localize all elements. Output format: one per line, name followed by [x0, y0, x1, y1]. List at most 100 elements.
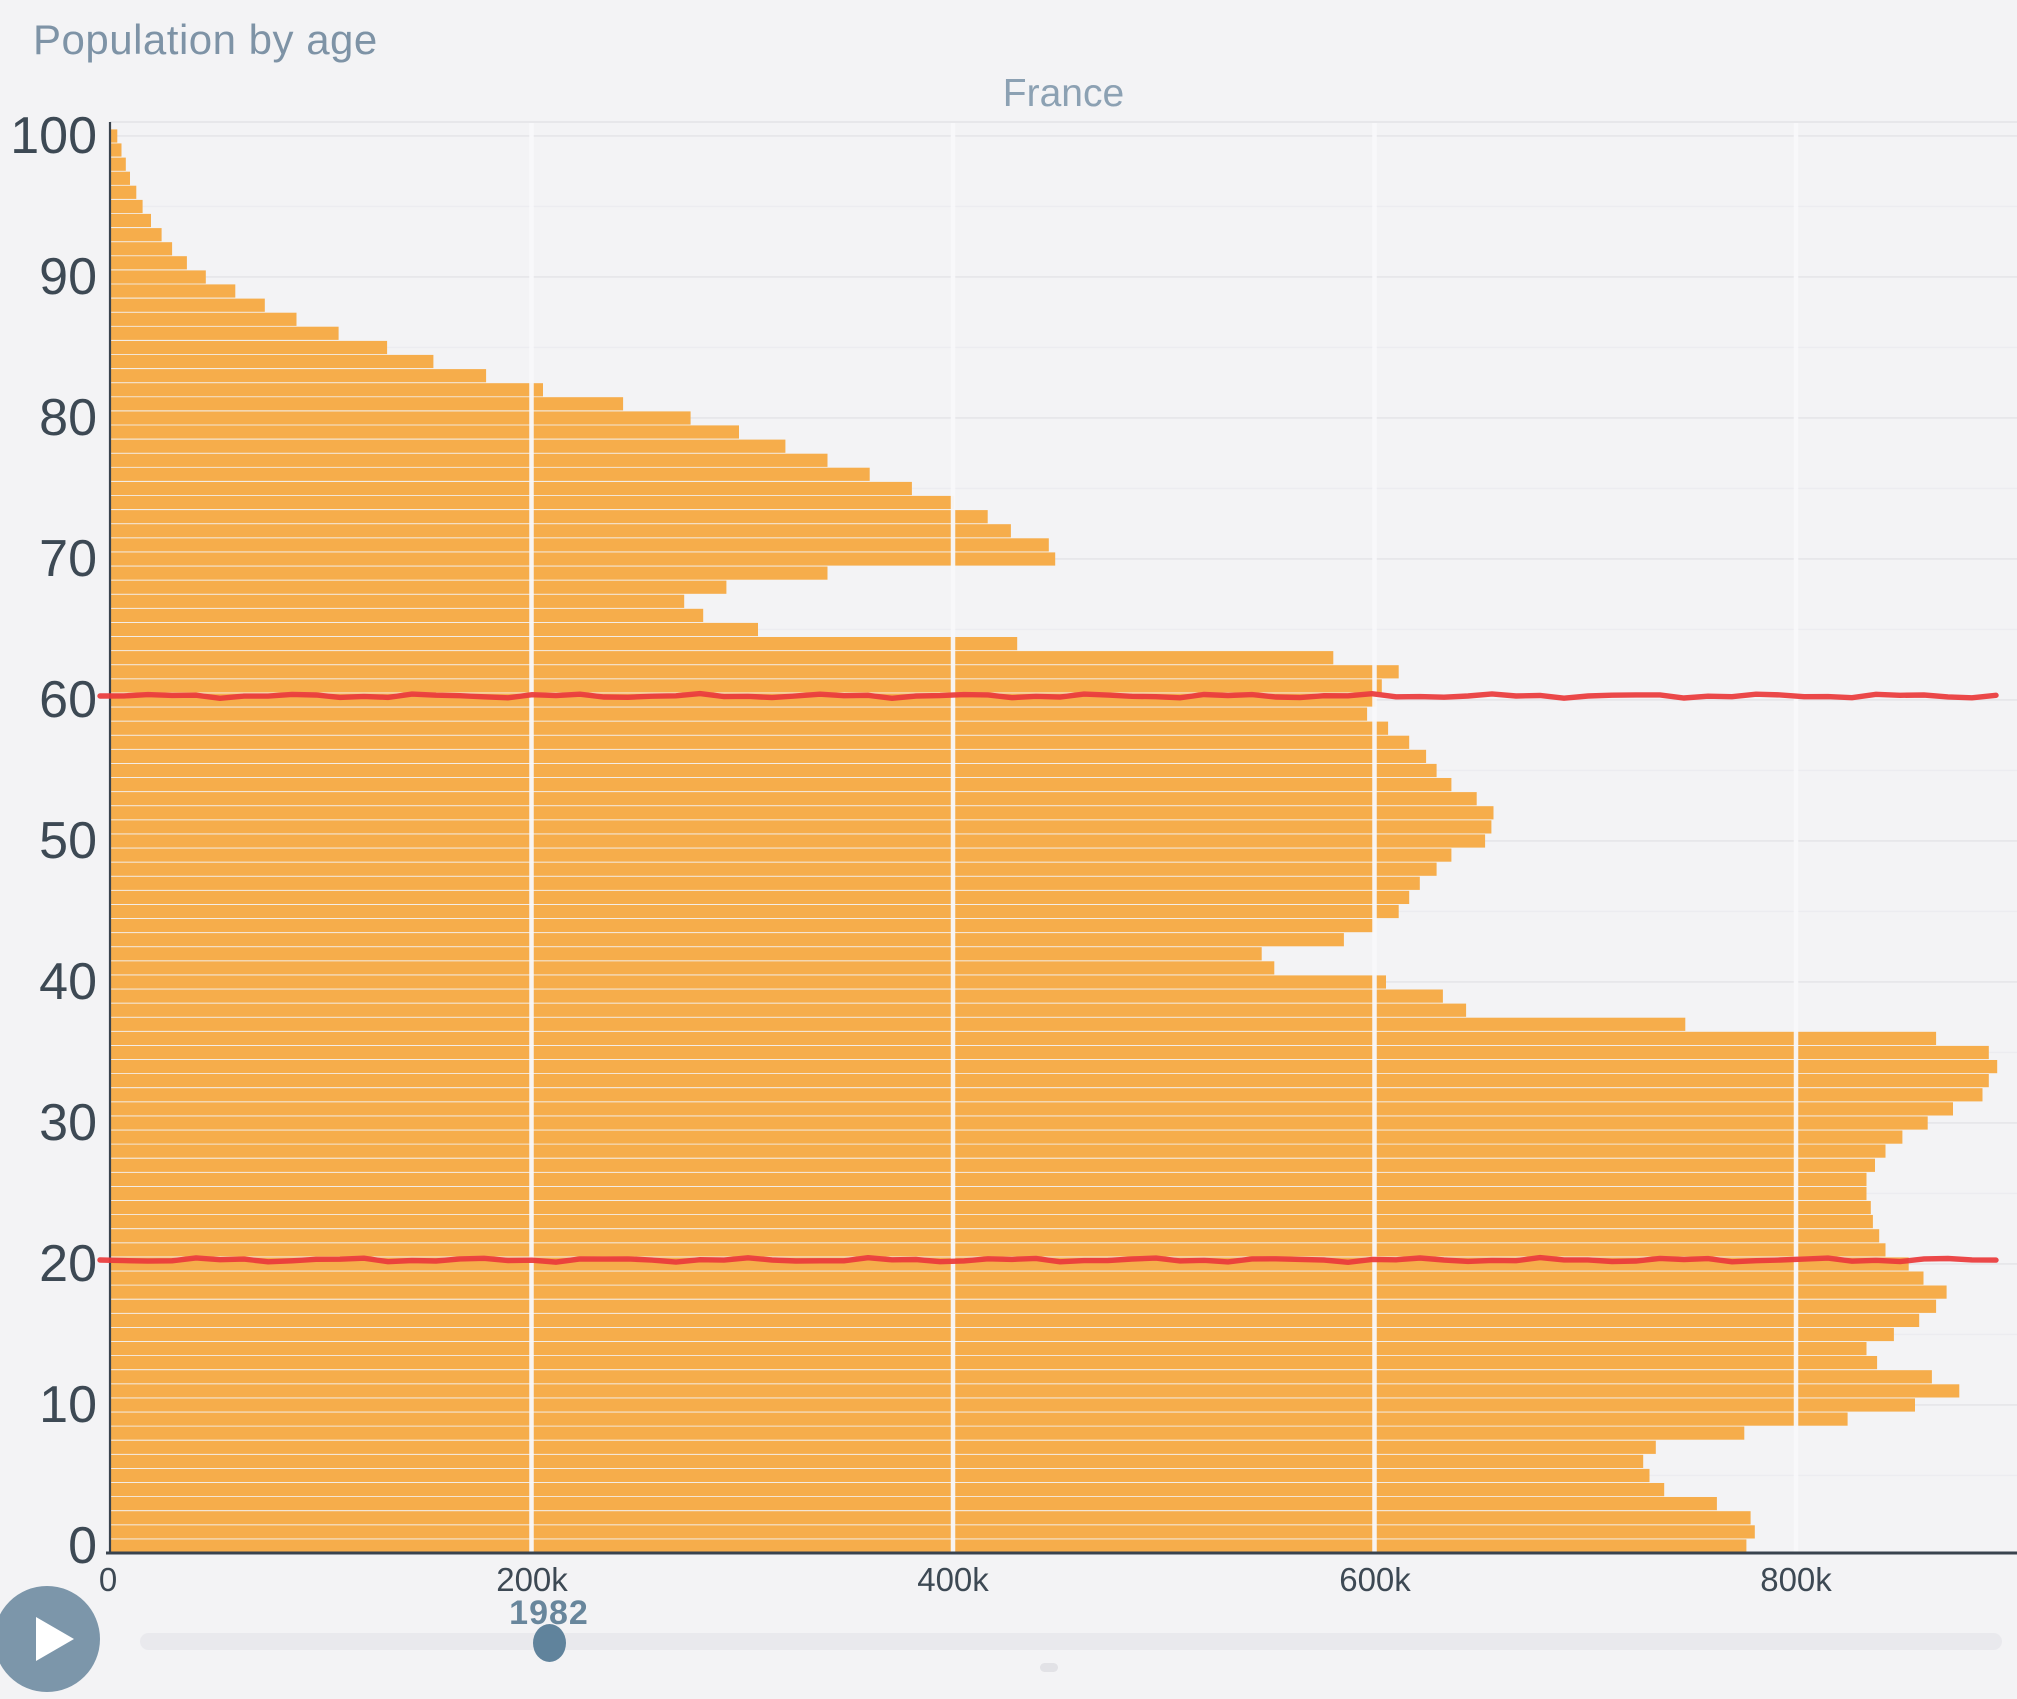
bar-age-24[interactable] — [111, 1201, 1871, 1215]
bar-age-68[interactable] — [111, 580, 727, 594]
bar-age-52[interactable] — [111, 806, 1494, 820]
bar-age-55[interactable] — [111, 763, 1437, 778]
bar-age-66[interactable] — [111, 608, 704, 622]
bar-age-50[interactable] — [111, 834, 1486, 848]
bar-age-51[interactable] — [111, 820, 1492, 834]
bar-age-5[interactable] — [111, 1468, 1650, 1483]
bar-age-44[interactable] — [111, 919, 1374, 933]
bar-age-30[interactable] — [111, 1116, 1928, 1130]
bar-age-42[interactable] — [111, 947, 1262, 961]
population-chart[interactable] — [0, 0, 2017, 1585]
bar-age-11[interactable] — [111, 1384, 1960, 1398]
bar-age-80[interactable] — [111, 411, 691, 425]
bar-age-89[interactable] — [111, 284, 236, 298]
bar-age-70[interactable] — [111, 552, 1056, 566]
bar-age-26[interactable] — [111, 1172, 1867, 1186]
bar-age-58[interactable] — [111, 721, 1389, 735]
bar-age-64[interactable] — [111, 637, 1018, 651]
bar-age-46[interactable] — [111, 890, 1410, 904]
bar-age-22[interactable] — [111, 1229, 1880, 1243]
bar-age-94[interactable] — [111, 213, 151, 228]
bar-age-88[interactable] — [111, 298, 265, 312]
bar-age-67[interactable] — [111, 594, 685, 608]
bar-age-43[interactable] — [111, 933, 1344, 947]
play-button[interactable] — [0, 1586, 100, 1692]
bar-age-16[interactable] — [111, 1313, 1920, 1327]
bar-age-39[interactable] — [111, 989, 1443, 1003]
bar-age-49[interactable] — [111, 848, 1452, 862]
bar-age-85[interactable] — [111, 340, 388, 355]
bar-age-87[interactable] — [111, 312, 297, 326]
bar-age-54[interactable] — [111, 778, 1452, 792]
bar-age-17[interactable] — [111, 1299, 1937, 1313]
bar-age-79[interactable] — [111, 425, 739, 439]
bar-age-97[interactable] — [111, 171, 130, 185]
bar-age-27[interactable] — [111, 1158, 1875, 1172]
bar-age-3[interactable] — [111, 1497, 1717, 1511]
bar-age-92[interactable] — [111, 242, 173, 256]
bar-age-78[interactable] — [111, 439, 786, 453]
bar-age-7[interactable] — [111, 1440, 1656, 1454]
bar-age-81[interactable] — [111, 397, 624, 411]
bar-age-0[interactable] — [111, 1539, 1747, 1553]
bar-age-38[interactable] — [111, 1003, 1467, 1017]
bar-age-8[interactable] — [111, 1426, 1745, 1440]
bar-age-57[interactable] — [111, 735, 1410, 749]
bar-age-82[interactable] — [111, 383, 543, 397]
year-slider-track[interactable] — [140, 1633, 2002, 1650]
bar-age-63[interactable] — [111, 651, 1334, 665]
bar-age-53[interactable] — [111, 792, 1477, 806]
bar-age-75[interactable] — [111, 481, 912, 496]
bar-age-12[interactable] — [111, 1370, 1932, 1384]
bar-age-99[interactable] — [111, 143, 122, 157]
bar-age-36[interactable] — [111, 1031, 1937, 1045]
bar-age-77[interactable] — [111, 453, 828, 467]
bar-age-76[interactable] — [111, 467, 870, 481]
bar-age-96[interactable] — [111, 185, 137, 199]
bar-age-98[interactable] — [111, 157, 126, 171]
bar-age-18[interactable] — [111, 1285, 1947, 1299]
bar-age-25[interactable] — [111, 1186, 1867, 1201]
bar-age-84[interactable] — [111, 354, 434, 369]
bar-age-56[interactable] — [111, 749, 1427, 763]
bar-age-14[interactable] — [111, 1342, 1867, 1356]
bar-age-95[interactable] — [111, 199, 143, 214]
year-slider-handle[interactable] — [533, 1624, 566, 1662]
bar-age-37[interactable] — [111, 1017, 1686, 1031]
bar-age-86[interactable] — [111, 326, 339, 340]
bar-age-40[interactable] — [111, 975, 1386, 989]
bar-age-100[interactable] — [111, 129, 118, 143]
bar-age-47[interactable] — [111, 876, 1420, 890]
bar-age-10[interactable] — [111, 1398, 1915, 1412]
bar-age-71[interactable] — [111, 538, 1049, 552]
bar-age-19[interactable] — [111, 1271, 1924, 1285]
bar-age-15[interactable] — [111, 1327, 1894, 1342]
bar-age-65[interactable] — [111, 622, 758, 637]
bar-age-33[interactable] — [111, 1074, 1989, 1088]
bar-age-32[interactable] — [111, 1088, 1983, 1102]
bar-age-35[interactable] — [111, 1045, 1989, 1060]
bar-age-21[interactable] — [111, 1243, 1886, 1257]
bar-age-28[interactable] — [111, 1144, 1886, 1158]
bar-age-13[interactable] — [111, 1356, 1878, 1370]
bar-age-62[interactable] — [111, 665, 1399, 679]
bar-age-83[interactable] — [111, 369, 487, 383]
bar-age-9[interactable] — [111, 1412, 1848, 1426]
bar-age-61[interactable] — [111, 679, 1382, 693]
bar-age-91[interactable] — [111, 256, 187, 270]
bar-age-2[interactable] — [111, 1511, 1751, 1525]
bar-age-29[interactable] — [111, 1130, 1903, 1144]
bar-age-59[interactable] — [111, 707, 1368, 721]
bar-age-34[interactable] — [111, 1060, 1998, 1074]
bar-age-45[interactable] — [111, 904, 1399, 919]
bar-age-23[interactable] — [111, 1215, 1873, 1229]
bar-age-4[interactable] — [111, 1483, 1665, 1497]
bar-age-73[interactable] — [111, 510, 988, 524]
bar-age-90[interactable] — [111, 270, 206, 284]
bar-age-31[interactable] — [111, 1102, 1953, 1116]
bar-age-41[interactable] — [111, 961, 1275, 975]
bar-age-1[interactable] — [111, 1525, 1755, 1539]
bar-age-48[interactable] — [111, 862, 1437, 876]
bar-age-72[interactable] — [111, 524, 1011, 538]
bar-age-93[interactable] — [111, 228, 162, 242]
